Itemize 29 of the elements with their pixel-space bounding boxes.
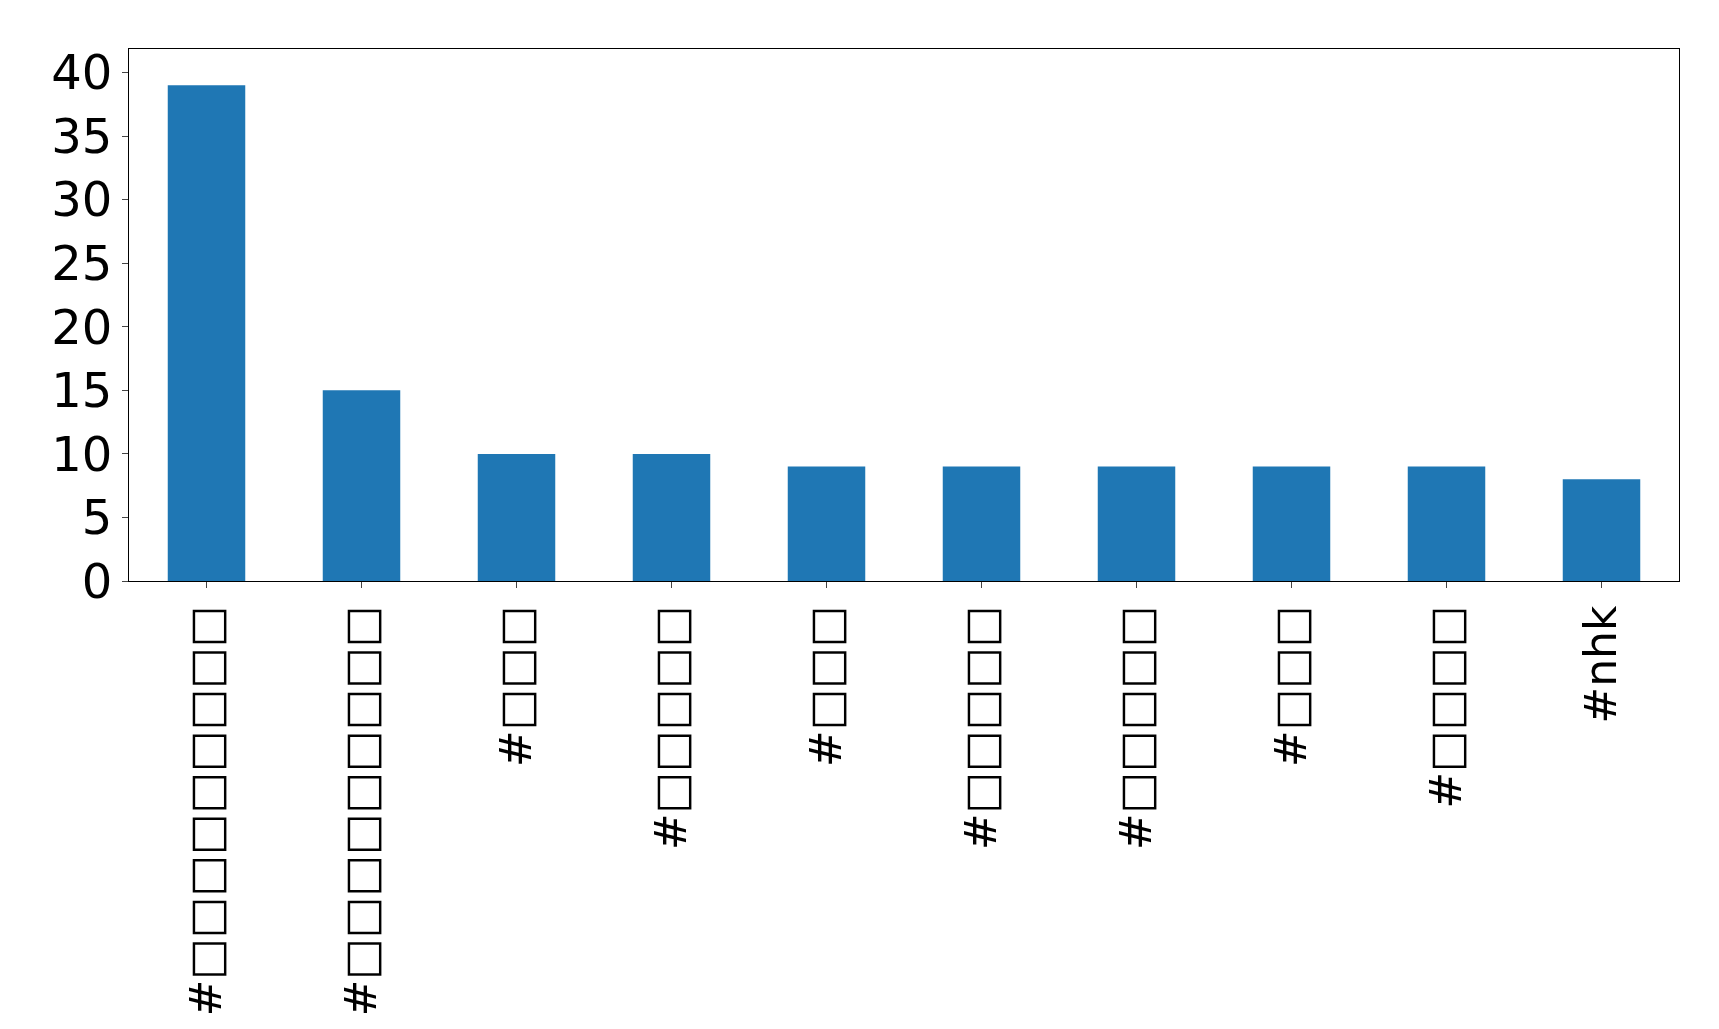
y-tick-label: 25 [51, 235, 113, 291]
y-tick-label: 10 [51, 425, 113, 482]
bar [1252, 466, 1331, 581]
x-tick-label: #□□□□□ [954, 605, 1006, 851]
y-tick-label: 30 [51, 171, 113, 228]
x-tick-label: #□□□□□ [1109, 605, 1161, 851]
bar [787, 466, 866, 581]
bar [1562, 479, 1641, 581]
bar [477, 453, 556, 581]
y-tick-label: 0 [81, 552, 113, 609]
bar [167, 85, 246, 581]
x-tick-label: #□□□□ [1419, 605, 1471, 809]
x-tick-label: #□□□ [799, 605, 851, 768]
bar [942, 466, 1021, 581]
y-tick-label: 35 [51, 107, 113, 164]
y-tick-label: 40 [51, 44, 113, 101]
x-tick-label: #□□□□□□□□□ [334, 605, 386, 1017]
y-tick-label: 5 [81, 489, 113, 546]
bar [1097, 466, 1176, 581]
bar [1407, 466, 1486, 581]
bar [632, 453, 711, 581]
x-tick-label: #□□□ [489, 605, 541, 768]
x-tick-label: #□□□□□ [644, 605, 696, 851]
x-tick-label: #□□□ [1264, 605, 1316, 768]
y-tick-label: 15 [51, 362, 113, 419]
bar [322, 390, 401, 581]
y-tick-label: 20 [51, 298, 113, 355]
x-tick-label: #□□□□□□□□□ [179, 605, 231, 1017]
x-tick-label: #nhk [1574, 605, 1626, 724]
